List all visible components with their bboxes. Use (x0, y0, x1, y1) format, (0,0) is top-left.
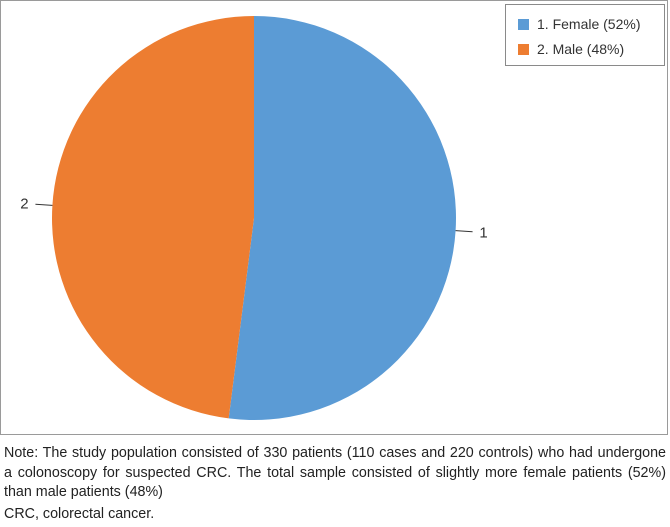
pie-slice-2 (51, 15, 254, 419)
legend-item-female: 1. Female (52%) (518, 15, 640, 33)
pie-slice-1 (228, 16, 456, 420)
legend-label-female: 1. Female (52%) (537, 16, 641, 32)
legend-swatch-male (518, 43, 529, 55)
legend-item-male: 2. Male (48%) (518, 40, 624, 58)
leader-line-2 (35, 203, 53, 206)
legend-swatch-female (518, 18, 529, 30)
legend-label-male: 2. Male (48%) (537, 41, 625, 57)
pie-chart: 12 (20, 15, 488, 420)
figure-note: Note: The study population consisted of … (4, 445, 666, 500)
chart-legend: 1. Female (52%) 2. Male (48%) (505, 4, 665, 66)
slice-label-1: 1 (479, 224, 487, 241)
abbreviation-note: CRC, colorectal cancer. (4, 506, 155, 522)
leader-line-1 (455, 230, 473, 233)
slice-label-2: 2 (20, 196, 28, 213)
